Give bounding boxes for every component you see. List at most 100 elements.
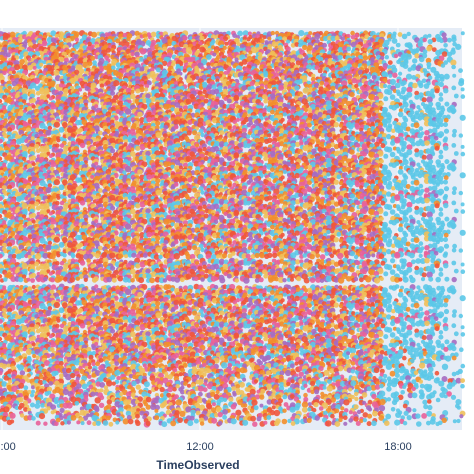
data-point — [110, 148, 116, 154]
data-point — [439, 38, 444, 44]
data-point — [397, 169, 404, 175]
data-point — [192, 130, 198, 136]
data-point — [383, 83, 388, 89]
data-point — [199, 35, 205, 41]
data-point — [2, 35, 9, 41]
data-point — [139, 48, 147, 55]
data-point — [460, 144, 465, 149]
data-point — [447, 37, 452, 43]
data-point — [443, 145, 449, 151]
data-point — [224, 41, 229, 46]
data-point — [182, 68, 187, 73]
data-point — [443, 88, 449, 94]
data-point — [18, 55, 23, 60]
data-point — [170, 164, 175, 169]
data-point — [402, 80, 407, 86]
data-point — [362, 55, 369, 61]
data-point — [78, 127, 83, 133]
data-point — [130, 93, 136, 100]
data-point — [27, 64, 33, 71]
data-point — [389, 94, 396, 100]
data-point — [35, 148, 41, 154]
data-point — [185, 98, 192, 105]
data-point — [438, 154, 444, 160]
data-point — [441, 32, 447, 38]
data-point — [27, 41, 33, 47]
data-point — [246, 37, 251, 42]
data-point — [443, 117, 449, 123]
data-point — [170, 107, 175, 112]
data-point — [371, 75, 377, 80]
data-point — [263, 98, 268, 104]
data-point — [294, 42, 300, 47]
data-point — [451, 109, 456, 115]
data-point — [209, 41, 215, 46]
data-point — [460, 94, 466, 99]
data-point — [389, 151, 396, 158]
data-point — [413, 122, 420, 129]
data-point — [389, 78, 396, 86]
data-point — [237, 30, 244, 37]
data-point — [282, 112, 287, 117]
data-point — [334, 35, 340, 41]
data-point — [32, 65, 37, 70]
data-point — [270, 167, 275, 173]
data-point — [91, 31, 98, 38]
data-point — [298, 135, 303, 141]
data-point — [58, 36, 63, 41]
data-point — [384, 55, 389, 60]
data-point — [434, 88, 440, 94]
data-point — [48, 96, 53, 101]
data-point — [143, 87, 149, 92]
data-point — [78, 68, 85, 75]
data-point — [459, 172, 466, 179]
data-point — [427, 33, 432, 38]
data-point — [422, 37, 427, 43]
data-point — [271, 41, 278, 48]
data-point — [126, 36, 131, 42]
data-point — [383, 96, 389, 102]
data-point — [194, 35, 202, 42]
data-point — [452, 73, 457, 78]
data-point — [330, 85, 336, 91]
data-point — [303, 107, 309, 113]
data-point — [186, 130, 192, 136]
data-point — [453, 151, 459, 156]
data-point — [211, 84, 217, 90]
data-point — [290, 156, 296, 161]
data-point — [460, 31, 465, 36]
data-point — [451, 85, 457, 91]
data-point — [451, 64, 456, 70]
data-point — [390, 140, 396, 146]
data-point — [307, 122, 312, 128]
data-point — [336, 174, 342, 180]
data-point — [28, 156, 33, 161]
data-point — [362, 94, 367, 100]
data-point — [443, 128, 450, 134]
data-point — [369, 173, 376, 180]
data-point — [182, 35, 188, 41]
data-point — [247, 31, 252, 36]
data-point — [267, 133, 272, 138]
data-point — [414, 94, 420, 100]
data-point — [398, 71, 403, 76]
data-point — [434, 145, 440, 151]
data-point — [226, 156, 232, 161]
data-point — [421, 154, 427, 160]
data-point — [219, 130, 225, 136]
data-point — [412, 58, 418, 64]
data-point — [458, 80, 465, 87]
data-point — [314, 33, 321, 40]
data-point — [187, 50, 193, 55]
data-point — [286, 39, 291, 44]
data-point — [246, 143, 251, 149]
data-point — [199, 85, 204, 91]
data-point — [242, 36, 247, 41]
data-point — [388, 73, 393, 78]
data-point — [397, 111, 404, 118]
data-point — [241, 85, 247, 91]
data-point — [74, 37, 79, 42]
data-point — [308, 31, 313, 36]
data-point — [263, 156, 268, 161]
